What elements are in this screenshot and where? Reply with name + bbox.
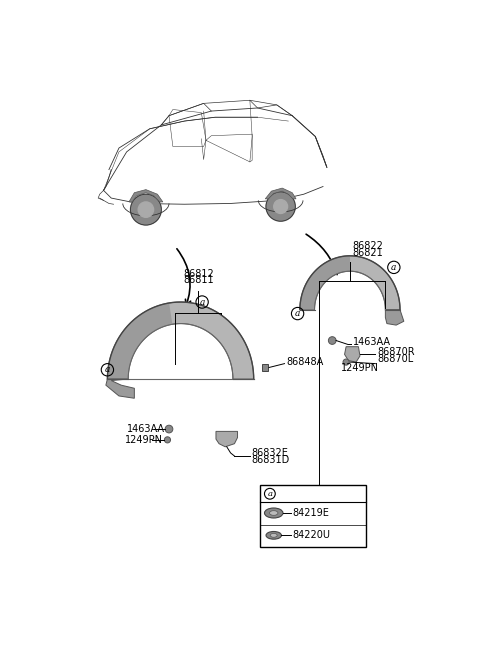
Text: a: a: [267, 490, 272, 498]
Text: a: a: [105, 365, 110, 375]
Polygon shape: [300, 256, 350, 310]
Polygon shape: [265, 188, 296, 199]
Polygon shape: [300, 256, 400, 310]
Polygon shape: [108, 302, 254, 379]
Circle shape: [131, 194, 161, 225]
Text: 86811: 86811: [183, 275, 214, 285]
Circle shape: [343, 359, 349, 365]
Polygon shape: [345, 346, 360, 362]
Text: 1249PN: 1249PN: [341, 363, 379, 373]
Text: 84219E: 84219E: [292, 508, 329, 518]
Ellipse shape: [269, 510, 278, 516]
Text: 86848A: 86848A: [286, 357, 324, 367]
Circle shape: [328, 337, 336, 344]
Circle shape: [165, 425, 173, 433]
Polygon shape: [216, 432, 238, 447]
Ellipse shape: [264, 508, 283, 518]
Text: 86870L: 86870L: [377, 354, 413, 364]
Text: 84220U: 84220U: [292, 530, 330, 541]
Circle shape: [266, 192, 295, 221]
Text: 86832E: 86832E: [252, 448, 288, 458]
Text: 86821: 86821: [352, 248, 383, 258]
Polygon shape: [385, 310, 404, 325]
Ellipse shape: [266, 531, 281, 539]
Text: 86870R: 86870R: [377, 347, 415, 357]
Circle shape: [164, 437, 170, 443]
Polygon shape: [129, 190, 163, 202]
Text: 86831D: 86831D: [252, 455, 289, 465]
Text: 86822: 86822: [352, 241, 383, 251]
Text: a: a: [199, 298, 205, 306]
Text: 1463AA: 1463AA: [127, 424, 165, 434]
Bar: [260, 485, 366, 547]
Text: 1249PN: 1249PN: [125, 435, 163, 445]
Circle shape: [138, 202, 154, 217]
Polygon shape: [108, 303, 172, 379]
Circle shape: [274, 199, 288, 213]
Polygon shape: [262, 364, 268, 371]
Ellipse shape: [270, 533, 277, 537]
Text: a: a: [391, 263, 396, 272]
Text: 86812: 86812: [183, 269, 214, 279]
Polygon shape: [106, 379, 134, 398]
Text: a: a: [295, 309, 300, 318]
Text: 1463AA: 1463AA: [353, 337, 391, 347]
